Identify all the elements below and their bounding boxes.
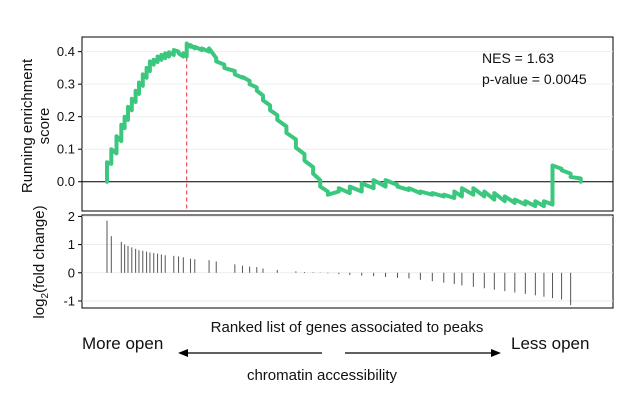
- x-axis-title: Ranked list of genes associated to peaks: [211, 319, 484, 336]
- top-y-tick-label: 0.0: [57, 174, 75, 189]
- pvalue-annotation: p-value = 0.0045: [482, 71, 587, 87]
- ylabel-rest: (fold change): [31, 205, 48, 293]
- top-y-axis-title: Running enrichment score: [19, 58, 53, 193]
- enrichment-series: [105, 41, 583, 209]
- bottom-y-tick-label: 2: [68, 209, 75, 224]
- right-arrowhead: [491, 349, 501, 357]
- left-arrowhead: [178, 349, 188, 357]
- bottom-ylabel: log2(fold change): [31, 205, 51, 318]
- nes-annotation: NES = 1.63: [482, 50, 554, 66]
- arrow-label: chromatin accessibility: [247, 367, 398, 384]
- bottom-y-axis-title: log2(fold change): [31, 205, 51, 318]
- fold-change-bars: [106, 220, 572, 306]
- top-ylabel-line1: Running enrichment: [19, 58, 36, 193]
- top-y-tick-label: 0.3: [57, 77, 75, 92]
- top-y-tick-label: 0.2: [57, 109, 75, 124]
- bottom-y-tick-label: 1: [68, 237, 75, 252]
- top-panel-frame: [81, 36, 614, 212]
- bottom-gridlines: [82, 216, 613, 302]
- top-y-tick-label: 0.4: [57, 44, 75, 59]
- top-ylabel-line2: score: [36, 108, 53, 145]
- ylabel-base: log: [31, 299, 48, 319]
- ylabel-subscript: 2: [40, 293, 51, 299]
- bottom-y-tick-label: -1: [63, 293, 75, 308]
- top-y-tick-label: 0.1: [57, 142, 75, 157]
- less-open-label: Less open: [511, 334, 589, 353]
- bottom-panel-frame: [81, 214, 614, 309]
- enrichment-line: [105, 41, 583, 209]
- more-open-label: More open: [82, 334, 163, 353]
- bottom-y-tick-label: 0: [68, 265, 75, 280]
- bottom-y-ticks: -1 0 1 2: [63, 209, 82, 308]
- top-y-ticks: 0.0 0.1 0.2 0.3 0.4: [57, 44, 82, 189]
